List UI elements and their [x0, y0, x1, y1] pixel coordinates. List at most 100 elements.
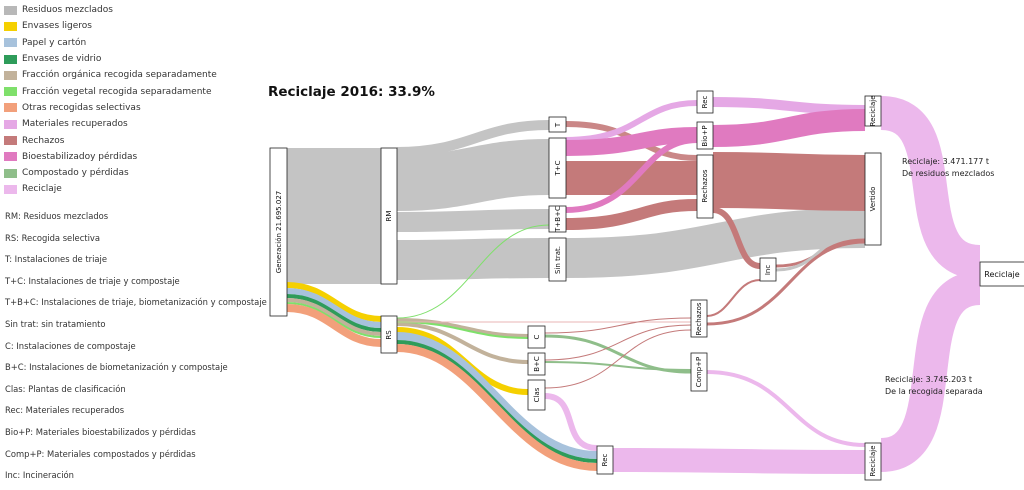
abbreviation-item: RM: Residuos mezclados — [5, 211, 109, 221]
legend-label: Rechazos — [22, 135, 65, 146]
flow-inc-reciclaje — [775, 230, 866, 272]
flow-clas-rechazos — [544, 329, 692, 389]
node-rechazos-bottom[interactable] — [690, 299, 708, 338]
node-tbc[interactable] — [548, 205, 567, 233]
node-label-tbc: T+B+C — [554, 206, 562, 233]
flow-rm-tc — [396, 139, 550, 211]
node-generacion[interactable] — [269, 147, 288, 317]
node-biop[interactable] — [696, 121, 714, 150]
legend-label: Fracción orgánica recogida separadamente — [22, 70, 217, 81]
legend-label: Residuos mezclados — [22, 5, 113, 16]
diagram-title: Reciclaje 2016: 33.9% — [268, 84, 435, 100]
abbreviation-item: B+C: Instalaciones de biometanización y … — [5, 362, 228, 373]
flow-rs-vegetal — [286, 302, 382, 338]
flow-reciclaje-top-final — [879, 96, 982, 279]
abbreviation-item: Rec: Materiales recuperados — [5, 405, 125, 416]
annotation-separate-source: De la recogida separada — [885, 387, 983, 396]
node-reciclaje-top[interactable] — [864, 95, 882, 127]
node-vertido[interactable] — [864, 152, 882, 246]
flow-rectop-reciclaje — [712, 97, 866, 115]
legend-swatch — [4, 184, 17, 194]
node-label-vertido: Vertido — [869, 187, 877, 212]
node-label-inc: Inc — [764, 265, 772, 276]
flow-c-rechazos — [544, 317, 692, 334]
abbreviation-item: T: Instalaciones de triaje — [5, 254, 108, 265]
legend-label: Materiales recuperados — [22, 119, 128, 130]
node-compp[interactable] — [690, 352, 708, 392]
legend-swatch — [4, 168, 17, 178]
legend-item[interactable]: Otras recogidas selectivas — [4, 100, 217, 116]
legend-item[interactable]: Envases ligeros — [4, 18, 217, 34]
flow-rechazos-inc — [712, 207, 761, 269]
legend-swatch — [4, 38, 17, 48]
node-reciclaje-bottom[interactable] — [864, 442, 882, 481]
node-tc[interactable] — [548, 137, 567, 199]
node-sintrat[interactable] — [548, 237, 567, 282]
legend-swatch — [4, 152, 17, 162]
legend-item[interactable]: Fracción orgánica recogida separadamente — [4, 67, 217, 83]
flow-tbc-biop — [565, 137, 698, 213]
flow-rechazosb-inc — [706, 279, 761, 317]
node-label-clas: Clas — [533, 387, 541, 402]
flow-clas-rec — [544, 393, 598, 451]
abbreviation-item: T+C: Instalaciones de triaje y compostaj… — [5, 275, 180, 286]
node-clas[interactable] — [527, 379, 546, 411]
node-label-sintrat: Sin trat. — [554, 246, 562, 274]
legend-label: Compostado y pérdidas — [22, 168, 129, 179]
node-label-bc: B+C — [533, 356, 541, 372]
legend: Residuos mezclados Envases ligeros Papel y… — [4, 2, 217, 198]
flow-bc-compp — [544, 361, 692, 371]
node-label-t: T — [554, 122, 562, 128]
legend-label: Reciclaje — [22, 184, 62, 195]
abbreviation-item: Comp+P: Materiales compostados y pérdida… — [5, 448, 196, 459]
node-rm[interactable] — [380, 147, 398, 285]
legend-swatch — [4, 119, 17, 129]
node-reciclaje-final[interactable] — [979, 261, 1024, 287]
node-label-generacion: Generación 21.695.027 — [275, 191, 283, 273]
node-rec-bottom[interactable] — [596, 445, 614, 475]
node-bc[interactable] — [527, 352, 546, 376]
flow-tbc-rechazos — [565, 199, 698, 230]
flow-rs-ligeros — [286, 282, 382, 322]
legend-item[interactable]: Reciclaje — [4, 181, 217, 197]
node-rec-top[interactable] — [696, 90, 714, 114]
legend-swatch — [4, 5, 17, 15]
legend-item[interactable]: Materiales recuperados — [4, 116, 217, 132]
legend-item[interactable]: Rechazos — [4, 132, 217, 148]
legend-item[interactable]: Bioestabilizadoy pérdidas — [4, 149, 217, 165]
legend-label: Bioestabilizadoy pérdidas — [22, 151, 138, 162]
node-label-compp: Comp+P — [695, 357, 703, 388]
legend-item[interactable]: Papel y cartón — [4, 35, 217, 51]
node-label-reciclaje-bottom: Reciclaje — [869, 446, 877, 477]
flow-rs-bc — [396, 322, 529, 364]
node-label-c: C — [533, 334, 541, 339]
flow-rs-vegetal-c — [396, 321, 529, 339]
abbreviation-item: Inc: Incineración — [5, 470, 74, 481]
legend-item[interactable]: Envases de vidrio — [4, 51, 217, 67]
annotation-mixed-total: Reciclaje: 3.471.177 t — [902, 157, 990, 166]
node-inc[interactable] — [759, 257, 777, 282]
node-c[interactable] — [527, 325, 546, 349]
legend-item[interactable]: Fracción vegetal recogida separadamente — [4, 83, 217, 99]
node-label-rm: RM — [385, 211, 393, 222]
node-rs[interactable] — [380, 315, 398, 354]
node-t[interactable] — [548, 116, 567, 133]
flow-rs-vidrio — [286, 294, 382, 332]
flow-recb-reciclaje — [612, 448, 866, 474]
legend-item[interactable]: Residuos mezclados — [4, 2, 217, 18]
legend-swatch — [4, 21, 17, 31]
node-rechazos-top[interactable] — [696, 154, 714, 219]
annotation-separate-total: Reciclaje: 3.745.203 t — [885, 375, 973, 384]
flow-rm-t — [396, 120, 550, 157]
legend-label: Otras recogidas selectivas — [22, 102, 141, 113]
legend-label: Papel y cartón — [22, 37, 87, 48]
legend-label: Fracción vegetal recogida separadamente — [22, 86, 212, 97]
flow-compp-reciclaje — [706, 370, 866, 447]
annotation-separate: Reciclaje: 3.745.203 t De la recogida se… — [885, 374, 983, 398]
flow-sintrat-vertido — [565, 208, 866, 278]
legend-item[interactable]: Compostado y pérdidas — [4, 165, 217, 181]
abbreviation-item: T+B+C: Instalaciones de triaje, biometan… — [5, 297, 267, 308]
legend-swatch — [4, 87, 17, 97]
legend-swatch — [4, 54, 17, 64]
flow-rs-papel — [286, 288, 382, 328]
